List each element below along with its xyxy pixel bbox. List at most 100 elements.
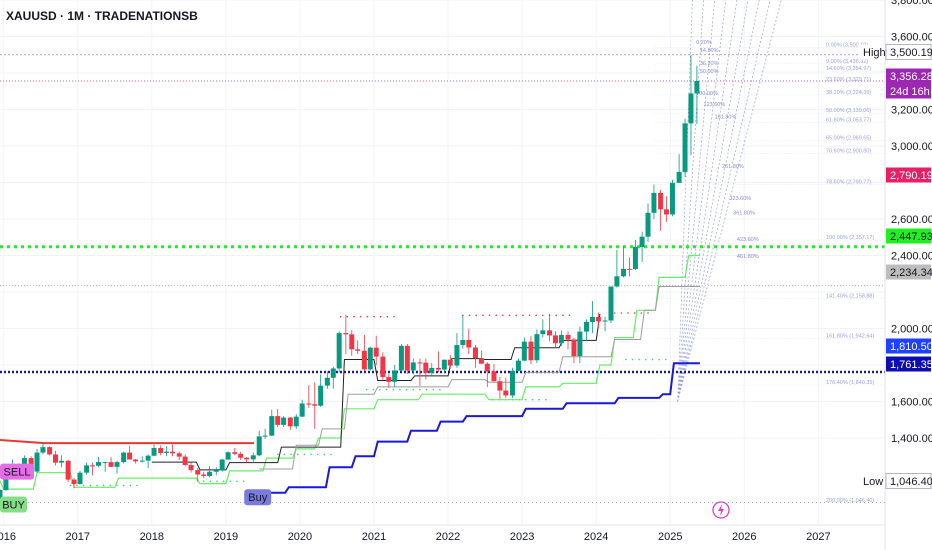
candle-body bbox=[509, 370, 515, 396]
price-tag bbox=[886, 83, 931, 99]
price-tag bbox=[886, 338, 931, 354]
support-dots bbox=[432, 388, 435, 391]
support-dots bbox=[365, 388, 368, 391]
candle-body bbox=[77, 472, 83, 484]
fib-retracement-label: 100.00% (2,357.17) bbox=[826, 235, 874, 241]
candle-body bbox=[669, 182, 675, 215]
candle-body bbox=[454, 345, 460, 366]
indicator-line bbox=[0, 439, 254, 445]
candle-body bbox=[299, 403, 305, 417]
price-tag bbox=[886, 264, 931, 280]
candle-body bbox=[102, 462, 108, 464]
support-dots bbox=[372, 388, 375, 391]
x-tick-label: 2027 bbox=[806, 531, 830, 543]
fib-fan-line bbox=[677, 0, 727, 402]
resistance-dots bbox=[468, 314, 471, 317]
candle-body bbox=[53, 454, 59, 463]
fib-fan-label: 161.80% bbox=[715, 115, 737, 121]
support-dots bbox=[276, 453, 279, 456]
fib-fan-label: 323.60% bbox=[729, 196, 751, 202]
resistance-dots bbox=[393, 315, 395, 318]
price-tag-value: 1,046.40 bbox=[890, 476, 932, 488]
fib-retracement-label: 141.40% (2,158.88) bbox=[826, 293, 874, 299]
candle-body bbox=[213, 470, 219, 472]
event-marker[interactable] bbox=[712, 501, 730, 519]
fib-labels: 0.20% 14.80% 36.20% 50.00% 100.00% 123.60% 161… bbox=[696, 40, 874, 504]
y-tick-label: 3,200.00 bbox=[891, 105, 932, 117]
candle-body bbox=[207, 471, 213, 476]
fib-fan-line bbox=[677, 0, 704, 402]
support-dots bbox=[419, 388, 421, 391]
support-dots bbox=[242, 480, 245, 483]
fib-fan-label: 361.80% bbox=[733, 210, 755, 216]
support-dots bbox=[525, 398, 527, 401]
support-dots bbox=[538, 398, 540, 401]
resistance-dots bbox=[379, 315, 382, 318]
candle-body bbox=[108, 462, 114, 467]
indicator-line bbox=[0, 254, 700, 490]
fib-retracement-label: 9.00% (3,436.32) bbox=[826, 59, 868, 65]
resistance-dots bbox=[542, 314, 544, 317]
support-dots bbox=[310, 453, 312, 456]
fib-retracement-label: 14.60% (3,394.97) bbox=[826, 66, 871, 72]
price-tag bbox=[885, 473, 932, 489]
fib-retracement-label: 61.80% (3,053.77) bbox=[826, 117, 871, 123]
support-dots bbox=[283, 453, 286, 456]
candle-body bbox=[626, 268, 632, 270]
price-tag-value: 2,447.93 bbox=[890, 231, 932, 243]
candle-body bbox=[466, 339, 472, 348]
fib-fan-label: 50.00% bbox=[700, 69, 719, 75]
resistance-dots bbox=[620, 312, 623, 314]
fib-fan-label: 0.20% bbox=[696, 40, 712, 46]
signal-label: BUY bbox=[2, 500, 25, 512]
fib-fan-label: 423.60% bbox=[737, 237, 759, 243]
fib-retracement-label: 200.00% (1,046.40) bbox=[826, 498, 874, 504]
candle-body bbox=[262, 435, 268, 437]
fib-retracement-label: 176.40% (1,840.35) bbox=[826, 380, 874, 386]
candle-body bbox=[343, 333, 349, 335]
candle-body bbox=[621, 268, 627, 277]
fib-fan-label: 461.80% bbox=[737, 254, 759, 260]
y-tick-label: 1,600.00 bbox=[891, 397, 932, 409]
candle-body bbox=[84, 465, 90, 473]
candle-body bbox=[664, 209, 670, 215]
candle-body bbox=[503, 390, 509, 396]
candle-body bbox=[40, 447, 46, 453]
fib-fan-label: 100.00% bbox=[696, 91, 718, 97]
support-dots bbox=[76, 484, 78, 487]
candle-body bbox=[269, 416, 275, 436]
support-dots bbox=[209, 480, 212, 483]
fib-fan bbox=[655, 0, 885, 504]
price-tags: 3,500.19 High 3,356.28 24d 16h 2,790.19 2,447… bbox=[858, 44, 932, 489]
y-tick-label: 3,800.00 bbox=[891, 0, 932, 7]
x-tick-label: 2020 bbox=[288, 531, 312, 543]
x-tick-label: 2019 bbox=[214, 531, 238, 543]
chart-title: XAUUSD · 1M · TRADENATIONSB bbox=[6, 9, 198, 23]
candle-body bbox=[540, 330, 546, 335]
candle-body bbox=[398, 345, 404, 371]
candle-body bbox=[515, 360, 521, 371]
support-dots bbox=[392, 388, 395, 391]
price-tag-value: 3,500.19 bbox=[890, 47, 932, 59]
candle-body bbox=[658, 192, 664, 210]
candle-body bbox=[404, 345, 410, 371]
signal-badge bbox=[244, 489, 272, 506]
fib-retracement-label: 70.60% (2,900.80) bbox=[826, 148, 871, 154]
grid bbox=[0, 0, 885, 525]
resistance-dots bbox=[627, 312, 629, 314]
resistance-dots bbox=[475, 314, 477, 317]
candle-body bbox=[244, 457, 250, 460]
candle-body bbox=[201, 474, 207, 476]
candle-body bbox=[423, 362, 429, 373]
candle-body bbox=[65, 460, 71, 480]
candle-body bbox=[429, 367, 435, 373]
resistance-dots bbox=[502, 314, 504, 317]
support-dots bbox=[545, 398, 547, 401]
candle-body bbox=[47, 447, 53, 455]
fib-retracement-label: 23.60% (3,329.71) bbox=[826, 77, 871, 83]
support-dots bbox=[316, 453, 319, 456]
resistance-dots bbox=[640, 312, 643, 314]
candle-body bbox=[182, 456, 188, 466]
x-tick-label: 2024 bbox=[584, 531, 608, 543]
